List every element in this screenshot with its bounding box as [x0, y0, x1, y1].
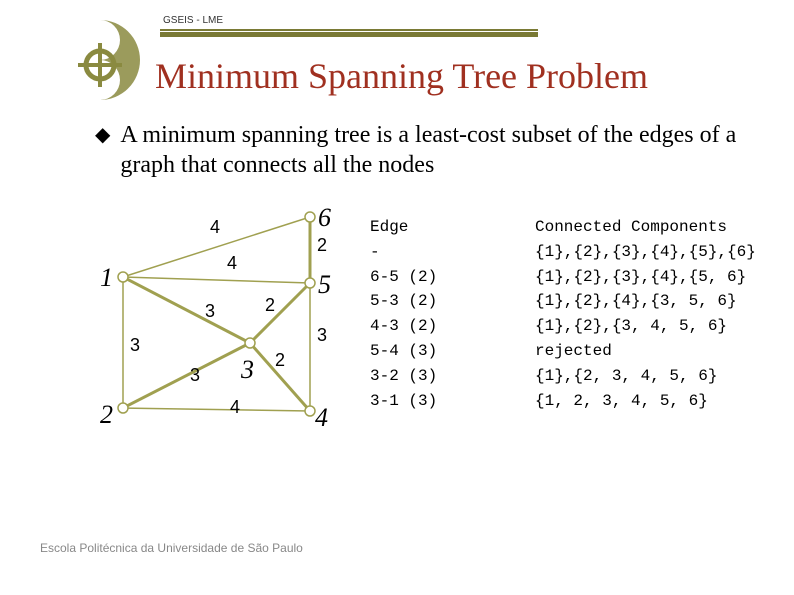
graph-node-label: 5 [318, 270, 331, 300]
graph-edge-weight: 2 [265, 295, 275, 316]
graph-edge-weight: 3 [317, 325, 327, 346]
graph-edge-weight: 2 [317, 235, 327, 256]
graph-edge-weight: 4 [230, 397, 240, 418]
graph-edge-weight: 2 [275, 350, 285, 371]
table-row: 3-1 (3) [370, 389, 437, 414]
table-row: {1},{2},{4},{3, 5, 6} [535, 289, 756, 314]
table-row: 3-2 (3) [370, 364, 437, 389]
bullet-marker-icon: ◆ [95, 122, 110, 180]
table-row: {1},{2},{3},{4},{5, 6} [535, 265, 756, 290]
table-row: 4-3 (2) [370, 314, 437, 339]
graph-node-label: 4 [315, 403, 328, 433]
header-label: GSEIS - LME [163, 15, 223, 26]
graph-node-label: 6 [318, 203, 331, 233]
graph-diagram: 1234564423232334 [105, 205, 345, 435]
slide-title: Minimum Spanning Tree Problem [155, 55, 648, 97]
slide-logo [55, 15, 145, 105]
graph-node-label: 2 [100, 400, 113, 430]
footer-text: Escola Politécnica da Universidade de Sã… [40, 541, 303, 555]
table-row: {1},{2},{3},{4},{5},{6} [535, 240, 756, 265]
graph-edge-weight: 3 [205, 301, 215, 322]
graph-edge-weight: 4 [227, 253, 237, 274]
table-row: {1, 2, 3, 4, 5, 6} [535, 389, 756, 414]
graph-edge-weight: 3 [130, 335, 140, 356]
header-rule-thick [160, 32, 538, 37]
table-row: 5-4 (3) [370, 339, 437, 364]
table-header-edge: Edge [370, 215, 437, 240]
table-header-cc: Connected Components [535, 215, 756, 240]
table-row: 5-3 (2) [370, 289, 437, 314]
bullet-item: ◆ A minimum spanning tree is a least-cos… [95, 120, 765, 180]
header-rule [160, 29, 538, 31]
graph-edge-weight: 3 [190, 365, 200, 386]
table-row: {1},{2, 3, 4, 5, 6} [535, 364, 756, 389]
graph-node-label: 3 [241, 355, 254, 385]
table-row: rejected [535, 339, 756, 364]
graph-edge-weight: 4 [210, 217, 220, 238]
table-row: - [370, 240, 437, 265]
graph-node-label: 1 [100, 263, 113, 293]
table-row: {1},{2},{3, 4, 5, 6} [535, 314, 756, 339]
bullet-text: A minimum spanning tree is a least-cost … [120, 120, 765, 180]
table-row: 6-5 (2) [370, 265, 437, 290]
